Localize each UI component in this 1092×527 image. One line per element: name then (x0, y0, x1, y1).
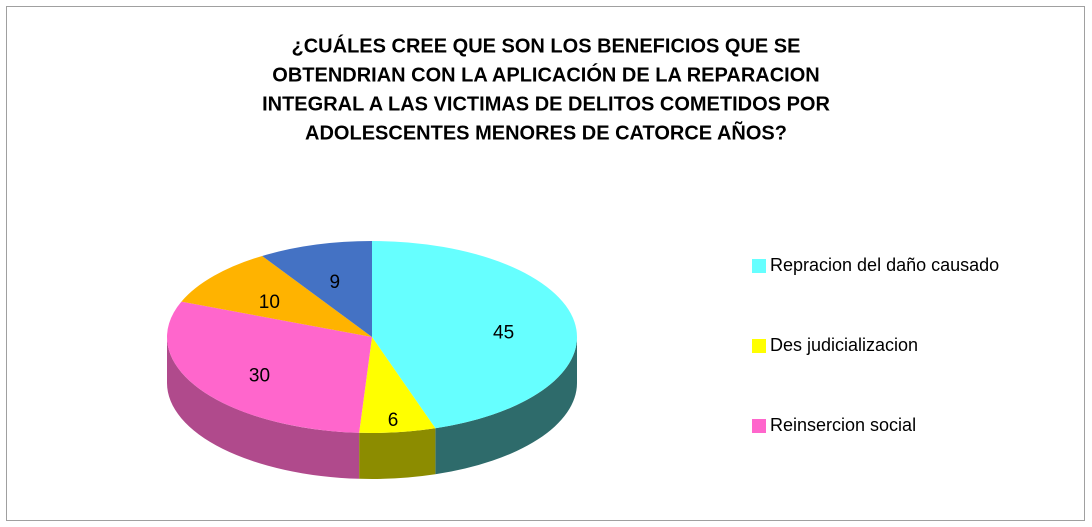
data-label: 45 (493, 322, 514, 343)
legend-label: Des judicializacion (770, 335, 918, 355)
slice (166, 301, 372, 433)
data-label: 30 (249, 365, 270, 386)
slice-side (359, 428, 436, 480)
data-label: 10 (259, 292, 280, 313)
legend-swatch (752, 419, 766, 433)
chart-title: INTEGRAL A LAS VICTIMAS DE DELITOS COMET… (262, 93, 830, 115)
chart-title: ¿CUÁLES CREE QUE SON LOS BENEFICIOS QUE … (292, 34, 801, 57)
chart-title: OBTENDRIAN CON LA APLICACIÓN DE LA REPAR… (272, 62, 819, 86)
slice (372, 241, 578, 429)
slice-side (435, 337, 577, 475)
chart-border (6, 6, 1085, 521)
slice (359, 337, 436, 434)
data-label: 6 (388, 410, 399, 431)
legend-swatch (752, 259, 766, 273)
chart-title: ADOLESCENTES MENORES DE CATORCE AÑOS? (305, 121, 787, 144)
legend-label: Reinsercion social (770, 415, 916, 435)
slice-side (167, 337, 360, 479)
legend-label: Repracion del daño causado (770, 255, 999, 275)
slice (262, 241, 372, 337)
slice (181, 255, 372, 337)
legend-swatch (752, 339, 766, 353)
data-label: 9 (330, 272, 341, 293)
